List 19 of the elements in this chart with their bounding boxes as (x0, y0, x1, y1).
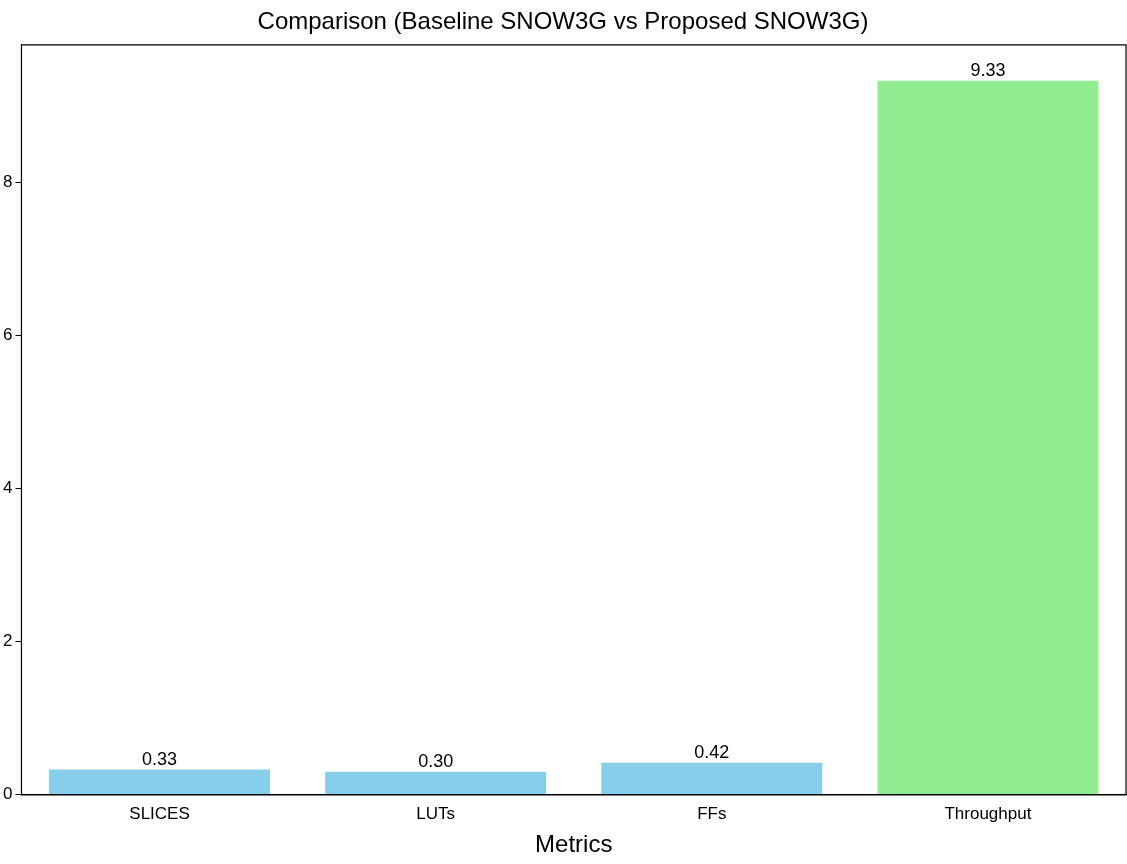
bar (601, 762, 823, 795)
x-tick-label: LUTs (416, 803, 456, 823)
y-tick-label: 8 (2, 172, 13, 192)
chart-title: Comparison (Baseline SNOW3G vs Proposed SNOW3G) (257, 7, 869, 35)
bar (325, 771, 547, 795)
x-tick-label: FFs (697, 803, 727, 823)
x-tick-label: Throughput (944, 803, 1032, 823)
y-tick-label: 6 (2, 325, 13, 345)
y-tick-label: 0 (2, 784, 13, 804)
data-label: 0.33 (142, 748, 178, 769)
x-axis-title: Metrics (535, 830, 613, 858)
data-label: 0.30 (418, 750, 454, 771)
data-label: 0.42 (694, 741, 730, 762)
y-tick-label: 4 (2, 478, 13, 498)
x-tick-label: SLICES (129, 803, 190, 823)
bar (877, 80, 1099, 795)
data-label: 9.33 (970, 59, 1006, 80)
bar (49, 769, 270, 795)
y-tick-label: 2 (2, 631, 13, 651)
